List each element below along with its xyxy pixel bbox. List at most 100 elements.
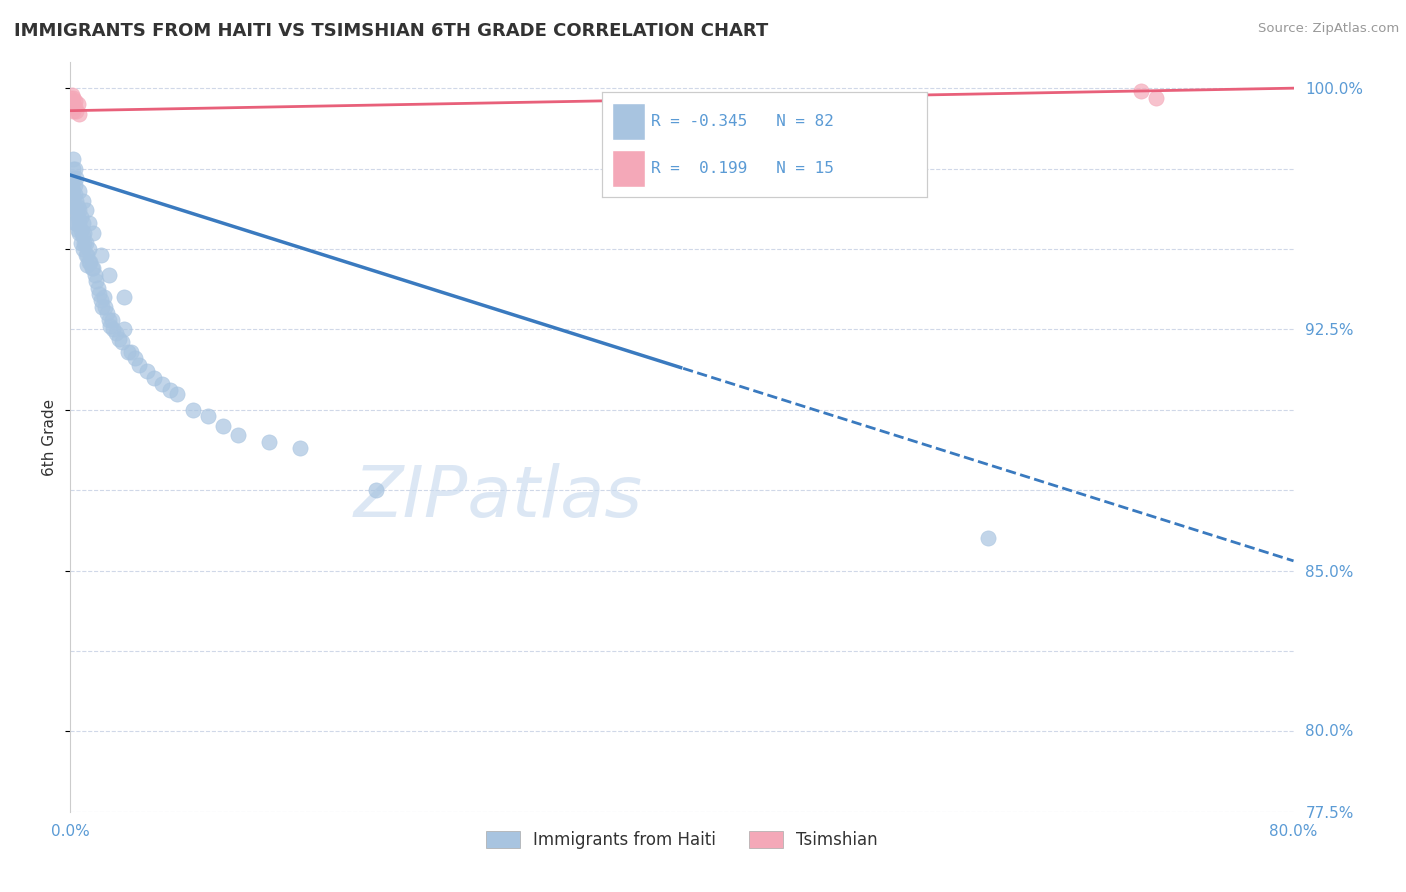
Point bbox=[69, 226, 91, 240]
Point bbox=[62, 152, 84, 166]
Point bbox=[80, 261, 103, 276]
Point bbox=[79, 255, 101, 269]
Point bbox=[105, 326, 128, 340]
Point bbox=[77, 255, 100, 269]
Point bbox=[72, 194, 94, 208]
Point bbox=[75, 203, 97, 218]
Point bbox=[59, 97, 82, 112]
Point bbox=[82, 226, 104, 240]
Point bbox=[66, 200, 89, 214]
Point bbox=[65, 216, 87, 230]
Point bbox=[288, 442, 311, 456]
Point bbox=[77, 216, 100, 230]
Point bbox=[66, 222, 89, 236]
Point bbox=[60, 94, 83, 108]
Point bbox=[63, 216, 86, 230]
Text: 80.0%: 80.0% bbox=[1305, 723, 1353, 739]
Point bbox=[70, 235, 93, 250]
Point bbox=[60, 184, 83, 198]
Point bbox=[76, 248, 98, 262]
Point bbox=[98, 319, 121, 334]
Point bbox=[62, 161, 84, 176]
Point bbox=[65, 203, 87, 218]
Point bbox=[69, 107, 91, 121]
Point bbox=[70, 210, 93, 224]
Point bbox=[212, 418, 235, 433]
Point bbox=[62, 171, 84, 186]
Point bbox=[166, 386, 188, 401]
Point bbox=[62, 184, 84, 198]
Point bbox=[257, 434, 280, 449]
Point bbox=[121, 344, 143, 359]
Legend: Immigrants from Haiti, Tsimshian: Immigrants from Haiti, Tsimshian bbox=[479, 824, 884, 855]
Text: ZIPatlas: ZIPatlas bbox=[354, 463, 643, 532]
Point bbox=[72, 229, 94, 244]
Point bbox=[124, 351, 146, 366]
Point bbox=[82, 261, 104, 276]
Point bbox=[197, 409, 219, 424]
Point bbox=[89, 287, 111, 301]
Point bbox=[70, 222, 93, 236]
Point bbox=[135, 364, 157, 378]
Point bbox=[93, 290, 115, 304]
Point bbox=[63, 161, 86, 176]
Point bbox=[117, 344, 139, 359]
Point bbox=[90, 248, 112, 262]
Point bbox=[72, 216, 94, 230]
Point bbox=[128, 358, 150, 372]
Point bbox=[62, 97, 84, 112]
Point bbox=[97, 312, 120, 326]
Point bbox=[66, 97, 89, 112]
Point bbox=[59, 91, 82, 105]
Point bbox=[76, 258, 98, 272]
Point bbox=[84, 274, 107, 288]
Point bbox=[73, 226, 96, 240]
Point bbox=[112, 322, 135, 336]
Point bbox=[83, 268, 105, 282]
Point bbox=[65, 194, 87, 208]
Point bbox=[62, 103, 84, 118]
Point bbox=[65, 103, 87, 118]
Point bbox=[63, 94, 86, 108]
Point bbox=[69, 203, 91, 218]
Point bbox=[69, 216, 91, 230]
Text: IMMIGRANTS FROM HAITI VS TSIMSHIAN 6TH GRADE CORRELATION CHART: IMMIGRANTS FROM HAITI VS TSIMSHIAN 6TH G… bbox=[14, 22, 768, 40]
Point bbox=[60, 87, 83, 102]
Point bbox=[94, 300, 117, 314]
Point bbox=[62, 91, 84, 105]
Point bbox=[66, 210, 89, 224]
Point bbox=[60, 203, 83, 218]
Point bbox=[143, 370, 166, 384]
Point bbox=[150, 377, 173, 392]
Point bbox=[63, 187, 86, 202]
Point bbox=[63, 200, 86, 214]
Point bbox=[96, 306, 118, 320]
Point bbox=[60, 194, 83, 208]
Point bbox=[63, 100, 86, 114]
Point bbox=[69, 184, 91, 198]
Point bbox=[60, 100, 83, 114]
Point bbox=[228, 428, 250, 442]
Point bbox=[87, 280, 110, 294]
Point bbox=[65, 171, 87, 186]
Y-axis label: 6th Grade: 6th Grade bbox=[42, 399, 58, 475]
Point bbox=[90, 293, 112, 308]
Point bbox=[159, 384, 181, 398]
Point bbox=[75, 235, 97, 250]
Point bbox=[976, 532, 998, 546]
Point bbox=[63, 178, 86, 192]
Point bbox=[101, 322, 124, 336]
Point bbox=[75, 248, 97, 262]
Text: Source: ZipAtlas.com: Source: ZipAtlas.com bbox=[1258, 22, 1399, 36]
Point bbox=[73, 235, 96, 250]
Point bbox=[181, 402, 204, 417]
Point bbox=[1144, 91, 1167, 105]
Point bbox=[60, 178, 83, 192]
Point bbox=[72, 242, 94, 256]
Point bbox=[111, 335, 134, 350]
Point bbox=[97, 268, 120, 282]
Point bbox=[77, 242, 100, 256]
Point bbox=[112, 290, 135, 304]
Point bbox=[91, 300, 114, 314]
Point bbox=[366, 483, 388, 497]
